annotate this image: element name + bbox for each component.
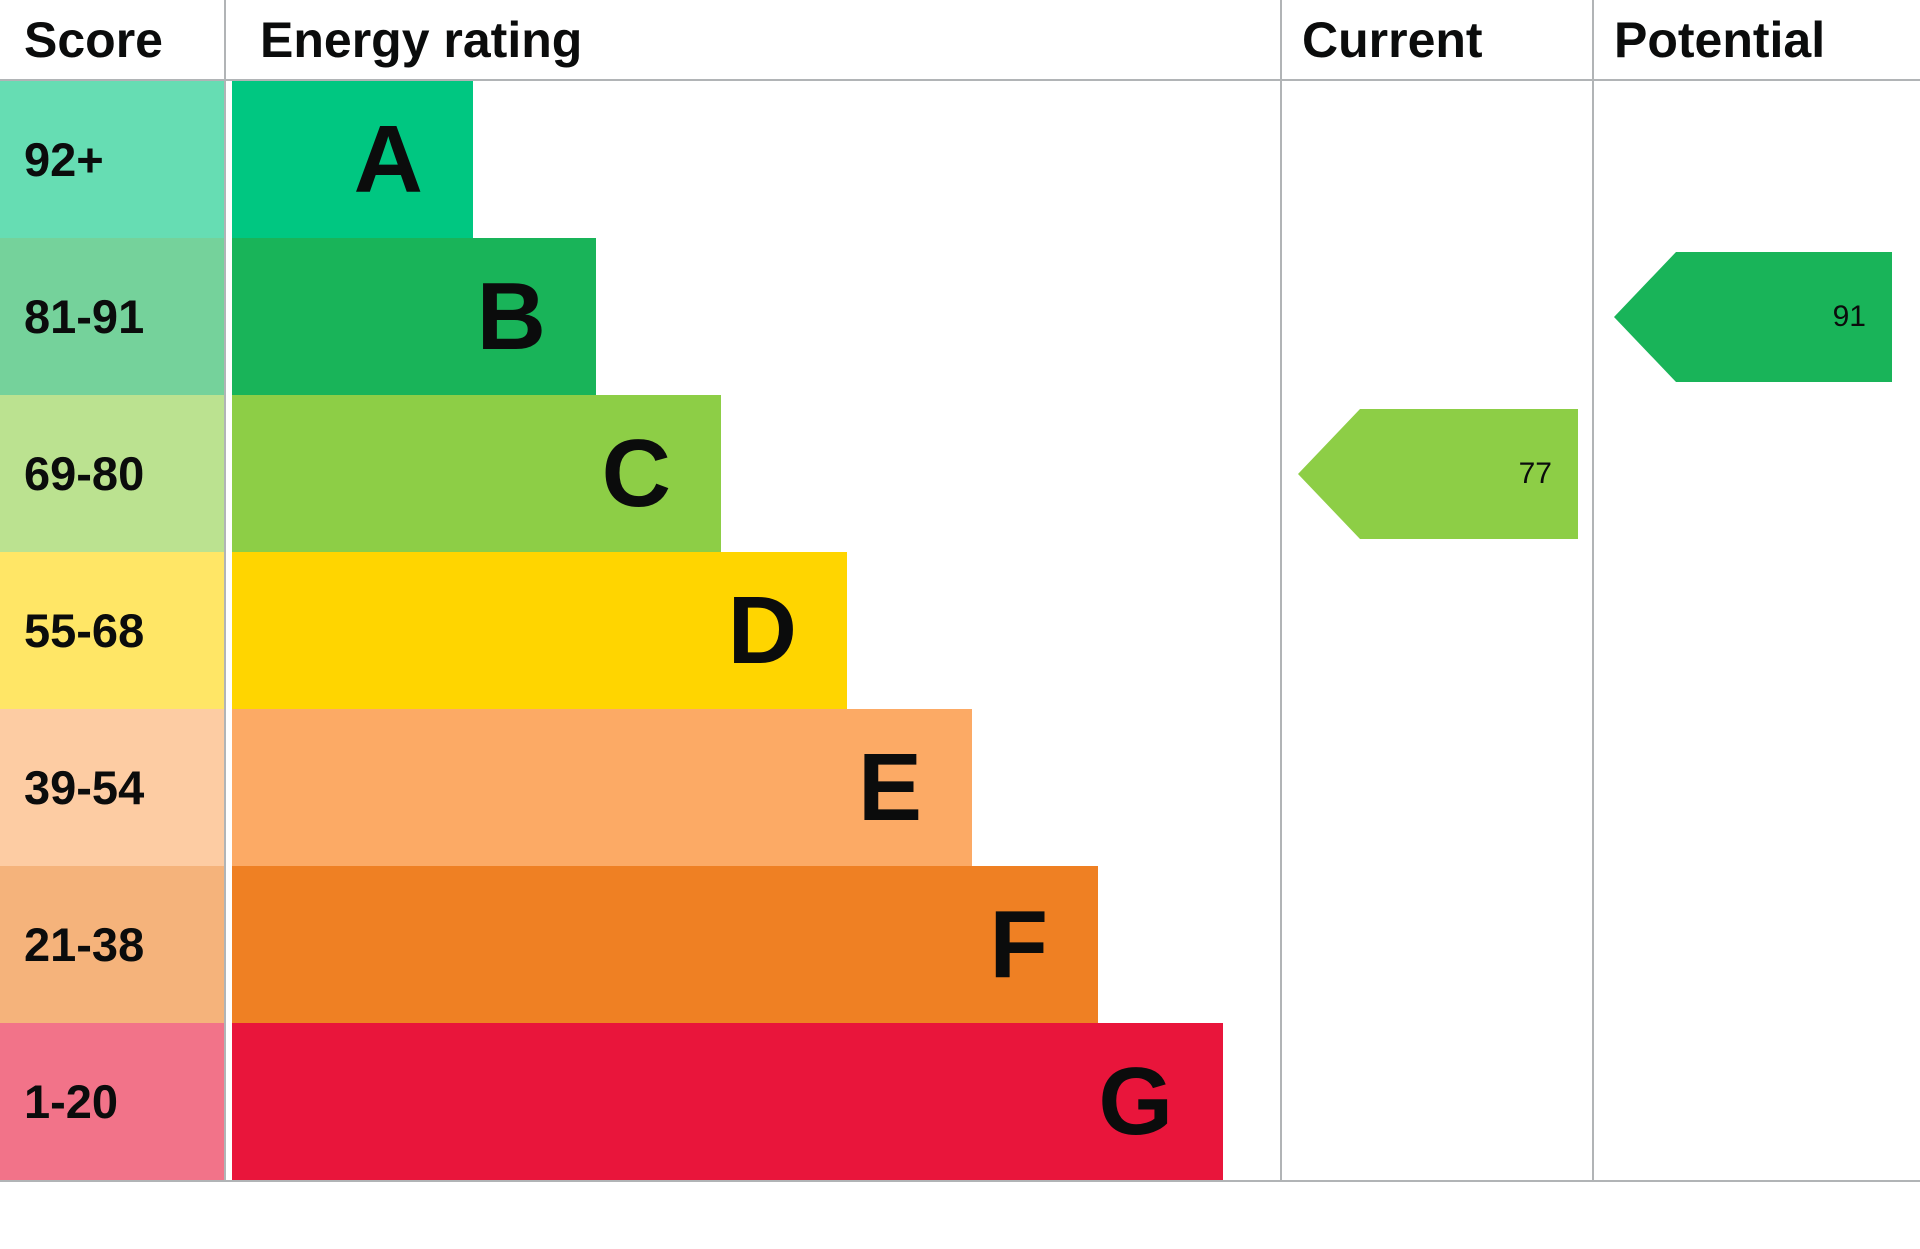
band-row-c: 69-80 C [0, 395, 1920, 552]
score-rating-divider [224, 0, 226, 1182]
band-row-d: 55-68 D [0, 552, 1920, 709]
score-cell-f: 21-38 [0, 866, 224, 1023]
energy-rating-column-header: Energy rating [260, 12, 583, 68]
band-bar-a: A [232, 81, 473, 238]
potential-rating-value: 91 [1832, 300, 1866, 333]
band-bar-g: G [232, 1023, 1223, 1180]
rating-current-divider [1280, 0, 1282, 1182]
band-bar-b: B [232, 238, 596, 395]
band-letter: B [476, 262, 546, 370]
current-column-header: Current [1302, 12, 1483, 68]
band-letter: E [857, 733, 922, 841]
potential-column-header: Potential [1614, 12, 1826, 68]
score-cell-g: 1-20 [0, 1023, 224, 1180]
band-row-f: 21-38 F [0, 866, 1920, 1023]
current-rating-value: 77 [1518, 457, 1552, 490]
band-letter: C [601, 419, 671, 527]
band-score-range: 1-20 [24, 1075, 119, 1128]
band-row-a: 92+ A [0, 81, 1920, 238]
band-letter: G [1098, 1047, 1173, 1155]
score-tint-c [0, 395, 224, 552]
header-underline [0, 79, 1920, 81]
potential-arrow: 91 [1614, 252, 1892, 382]
score-tint-d [0, 552, 224, 709]
band-score-range: 39-54 [24, 761, 145, 814]
band-score-range: 92+ [24, 133, 104, 186]
chart-bottom-line [0, 1180, 1920, 1182]
band-bar-c: C [232, 395, 721, 552]
current-potential-divider [1592, 0, 1594, 1182]
band-bar-f: F [232, 866, 1098, 1023]
score-tint-e [0, 709, 224, 866]
band-row-b: 81-91 B [0, 238, 1920, 395]
score-cell-d: 55-68 [0, 552, 224, 709]
band-bar-e: E [232, 709, 972, 866]
band-score-range: 69-80 [24, 447, 145, 500]
band-bar-d: D [232, 552, 847, 709]
band-letter: F [989, 890, 1048, 998]
score-cell-a: 92+ [0, 81, 224, 238]
score-cell-b: 81-91 [0, 238, 224, 395]
band-letter: A [353, 105, 423, 213]
score-tint-b [0, 238, 224, 395]
band-row-e: 39-54 E [0, 709, 1920, 866]
band-row-g: 1-20 G [0, 1023, 1920, 1180]
score-tint-f [0, 866, 224, 1023]
current-arrow: 77 [1298, 409, 1578, 539]
score-column-header: Score [24, 12, 163, 68]
score-tint-a [0, 81, 224, 238]
band-score-range: 81-91 [24, 290, 145, 343]
score-cell-e: 39-54 [0, 709, 224, 866]
score-cell-c: 69-80 [0, 395, 224, 552]
band-letter: D [727, 576, 797, 684]
band-score-range: 55-68 [24, 604, 145, 657]
score-tint-g [0, 1023, 224, 1180]
band-score-range: 21-38 [24, 918, 145, 971]
